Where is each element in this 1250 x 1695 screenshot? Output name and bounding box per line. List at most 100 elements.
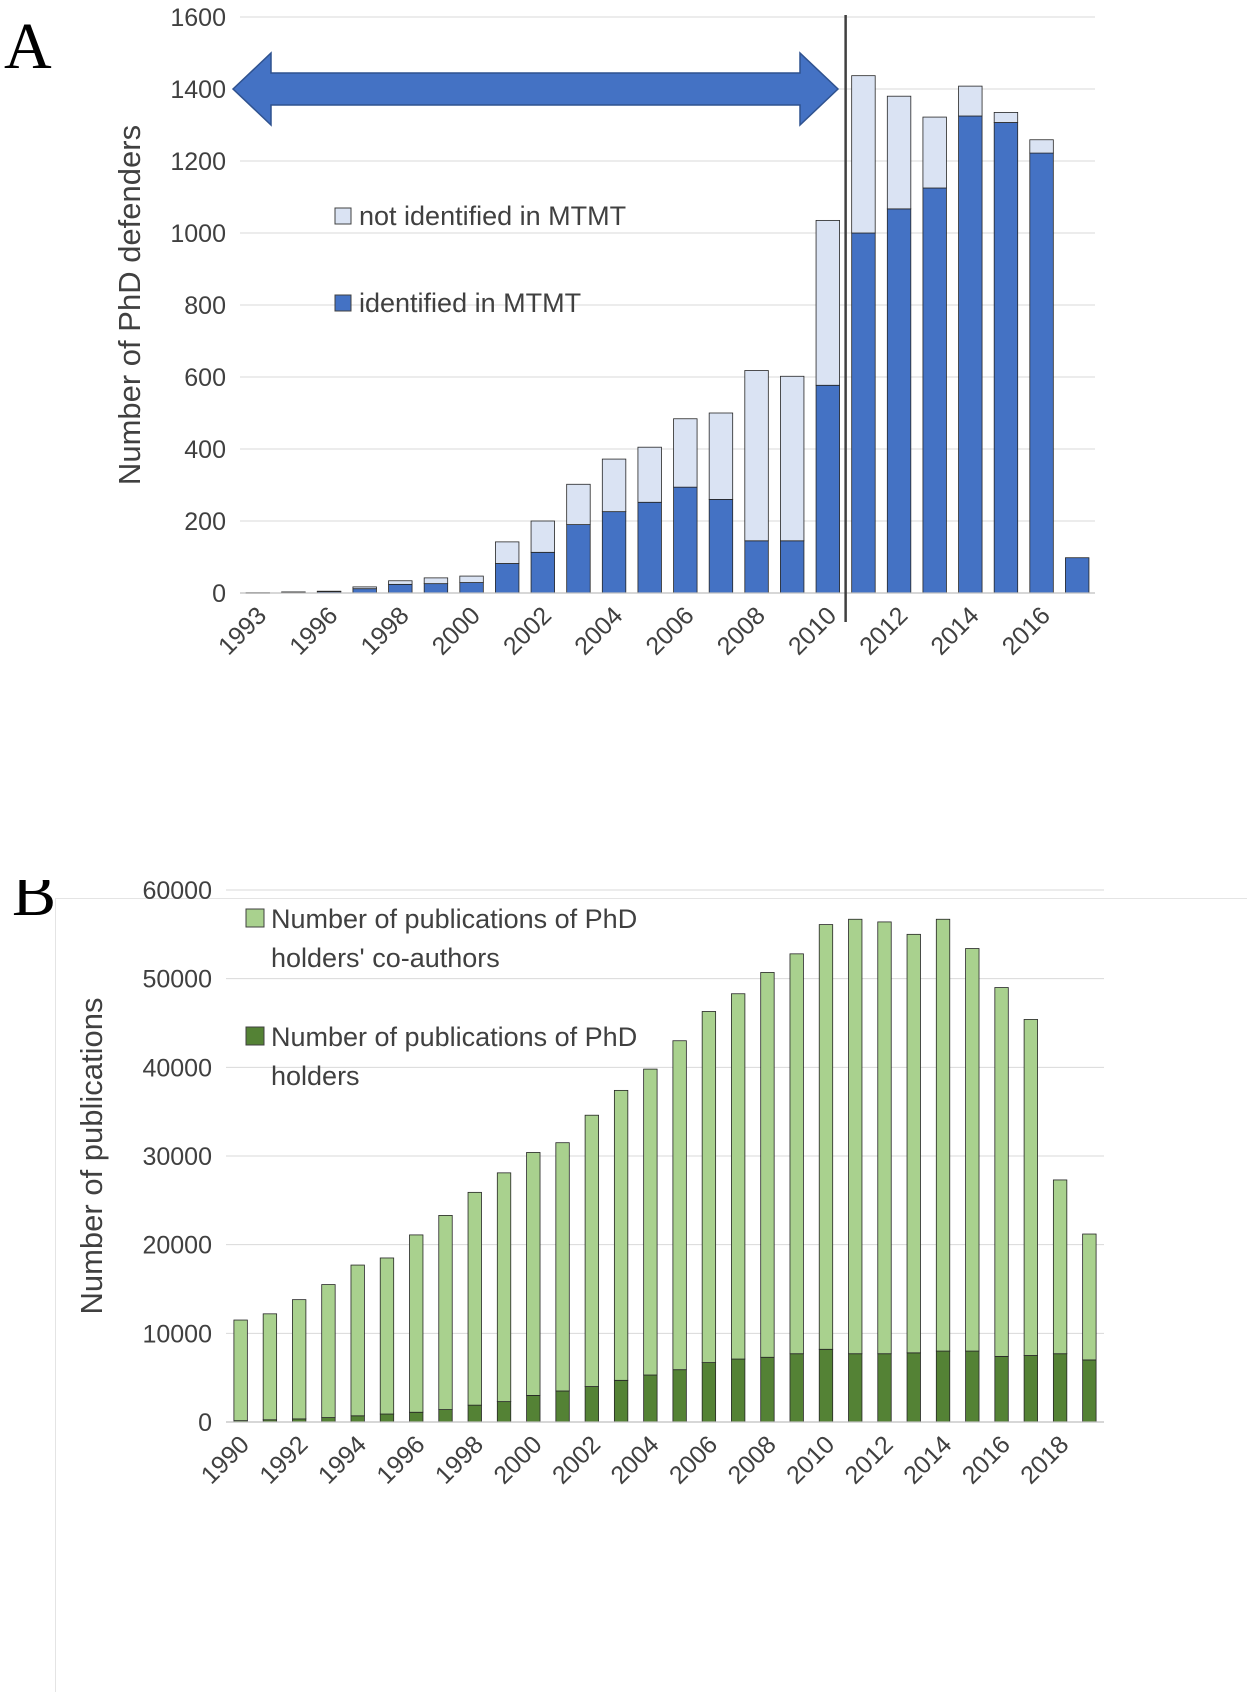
chart-a-bar-2008-series-0 [744, 540, 769, 594]
chart-b-bar-2010-series-0 [818, 1348, 834, 1423]
chart-b-bar-1995-series-0 [379, 1413, 395, 1423]
chart-b-y-tick-50000: 50000 [142, 966, 212, 994]
chart-a-y-tick-0: 0 [212, 580, 226, 608]
chart-b-bar-2003-series-1 [613, 1089, 629, 1381]
chart-a-bar-2004-series-0 [601, 511, 627, 594]
chart-a-bar-2005-series-1 [637, 446, 662, 503]
chart-b-x-tick-1996: 1996 [371, 1430, 430, 1489]
chart-a-x-tick-2016: 2016 [997, 601, 1056, 660]
chart-b-bar-2004-series-0 [643, 1374, 658, 1423]
chart-a-bar-2013-series-1 [922, 116, 947, 189]
chart-b-bar-1994-series-0 [350, 1415, 365, 1423]
chart-a-defenders: A 0 200 400 600 800 1000 1200 1400 1600 Number of … [4, 4, 1095, 661]
chart-a-bar-2010-series-1 [815, 219, 840, 386]
chart-b-bar-1995-series-1 [379, 1257, 395, 1415]
chart-b-bar-2019-series-1 [1082, 1233, 1097, 1361]
chart-a-bar-1997-series-1 [352, 586, 377, 590]
chart-b-bar-1994-series-1 [350, 1264, 365, 1417]
chart-b-x-tick-2018: 2018 [1015, 1430, 1074, 1489]
chart-a-bar-2002-series-1 [530, 520, 555, 553]
chart-a-x-tick-2004: 2004 [569, 601, 628, 660]
chart-a-bar-2000-series-1 [459, 575, 484, 583]
chart-a-bar-1997-series-0 [352, 588, 377, 594]
chart-b-y-tick-60000: 60000 [142, 880, 212, 905]
chart-b-bar-2014-series-1 [935, 918, 951, 1352]
chart-a-bar-2007-series-0 [708, 498, 734, 594]
chart-a-x-tick-1993: 1993 [213, 601, 272, 660]
chart-a-legend-label-0: not identified in MTMT [359, 201, 626, 231]
chart-b-bar-2016-series-1 [994, 987, 1009, 1357]
chart-b-bar-1998-series-1 [467, 1191, 482, 1406]
chart-a-legend-swatch-1 [334, 294, 352, 312]
chart-b-bar-1997-series-1 [438, 1215, 453, 1410]
chart-a-bar-2012-series-1 [886, 95, 912, 210]
chart-a-y-tick-1400: 1400 [170, 76, 226, 104]
chart-b-x-tick-1990: 1990 [196, 1430, 255, 1489]
chart-a-x-tick-2006: 2006 [640, 601, 699, 660]
chart-a-bar-2002-series-0 [530, 551, 555, 594]
chart-b-y-tick-20000: 20000 [142, 1232, 212, 1260]
chart-a-y-tick-800: 800 [184, 292, 226, 320]
chart-a-bar-2010-series-0 [815, 384, 840, 594]
chart-b-bar-2004-series-1 [643, 1068, 658, 1376]
chart-b-bar-2003-series-0 [613, 1379, 629, 1423]
panel-b-frame [55, 898, 1247, 1692]
chart-b-bar-2017-series-1 [1023, 1019, 1038, 1356]
chart-b-x-tick-2008: 2008 [723, 1430, 782, 1489]
chart-b-bar-1996-series-0 [409, 1411, 424, 1423]
chart-a-bar-2015-series-0 [993, 122, 1019, 594]
chart-a-bar-2003-series-1 [566, 483, 591, 525]
chart-b-bar-1998-series-0 [467, 1404, 482, 1423]
chart-a-x-tick-2002: 2002 [498, 601, 557, 660]
chart-a-bar-2011-series-0 [851, 232, 876, 594]
chart-a-y-tick-1000: 1000 [170, 220, 226, 248]
chart-b-bar-1997-series-0 [438, 1409, 453, 1423]
chart-b-publications: B 0 10000 20000 30000 40000 50000 60000 Number o… [12, 880, 1104, 1490]
chart-a-bar-1996-series-1 [316, 590, 342, 593]
chart-a-bar-2006-series-0 [673, 486, 698, 594]
chart-b-bar-2014-series-0 [935, 1350, 951, 1423]
chart-a-bar-2017-series-0 [1065, 557, 1090, 594]
chart-a-bar-1998-series-0 [388, 583, 413, 594]
chart-a-y-tick-1200: 1200 [170, 148, 226, 176]
chart-a-y-tick-400: 400 [184, 436, 226, 464]
chart-a-x-tick-2008: 2008 [712, 601, 771, 660]
chart-b-bar-2008-series-1 [760, 972, 775, 1358]
chart-b-y-tick-0: 0 [198, 1409, 212, 1437]
chart-a-legend-label-1: identified in MTMT [359, 288, 581, 318]
chart-a-x-tick-2012: 2012 [854, 601, 913, 660]
chart-a-bar-2006-series-1 [673, 418, 698, 488]
chart-b-x-tick-2016: 2016 [957, 1430, 1016, 1489]
chart-b-bar-2009-series-0 [789, 1353, 804, 1423]
chart-a-legend-swatch-0 [334, 207, 352, 225]
chart-b-legend-label-0: Number of publications of PhD holders' co… [271, 904, 637, 973]
chart-b-x-tick-2014: 2014 [898, 1430, 957, 1489]
chart-b-bar-2011-series-0 [848, 1353, 863, 1423]
chart-a-bar-2009-series-0 [780, 540, 805, 594]
chart-a-x-tick-2014: 2014 [925, 601, 984, 660]
chart-b-bar-1990-series-1 [233, 1319, 248, 1422]
chart-b-x-tick-2000: 2000 [488, 1430, 547, 1489]
chart-b-bar-2009-series-1 [789, 953, 804, 1355]
chart-b-y-tick-30000: 30000 [142, 1143, 212, 1171]
chart-b-bar-2001-series-1 [555, 1142, 570, 1392]
chart-b-legend-swatch-0 [245, 908, 265, 928]
chart-b-bar-1993-series-1 [321, 1284, 336, 1418]
chart-b-bar-2013-series-0 [906, 1352, 921, 1423]
chart-a-double-arrow [231, 51, 840, 127]
chart-b-bar-2006-series-1 [701, 1011, 717, 1363]
chart-b-x-tick-2002: 2002 [547, 1430, 606, 1489]
chart-b-x-tick-2010: 2010 [781, 1430, 840, 1489]
chart-b-bar-2012-series-1 [877, 921, 892, 1355]
chart-b-x-tick-2012: 2012 [840, 1430, 899, 1489]
chart-a-bar-2015-series-1 [993, 112, 1019, 123]
chart-a-bar-2014-series-0 [958, 115, 983, 594]
chart-b-panel-letter: B [12, 880, 56, 930]
chart-b-bar-2000-series-0 [526, 1395, 541, 1423]
chart-b-bar-2016-series-0 [994, 1355, 1009, 1423]
chart-a-x-tick-2010: 2010 [783, 601, 842, 660]
chart-a-y-tick-600: 600 [184, 364, 226, 392]
chart-a-bar-2005-series-0 [637, 501, 662, 594]
chart-b-legend-swatch-1 [245, 1026, 265, 1046]
chart-a-bar-1999-series-0 [423, 583, 449, 594]
